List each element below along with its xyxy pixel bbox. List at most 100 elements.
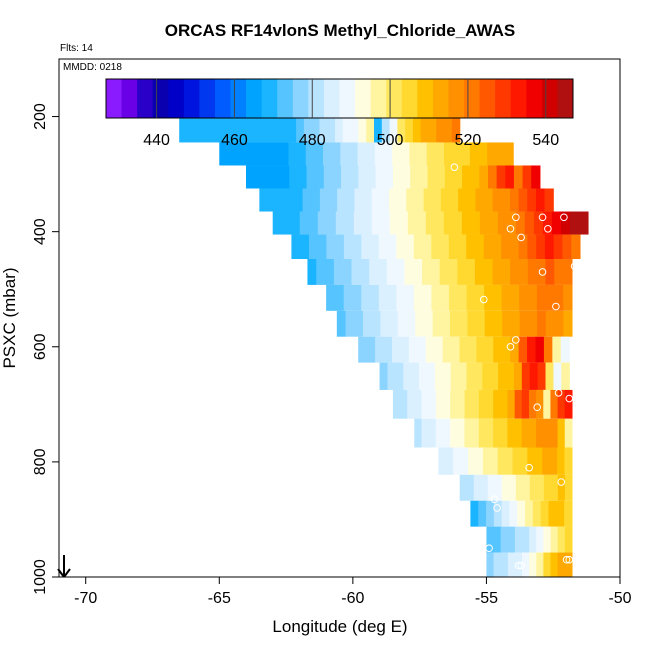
colorbar-tick-label: 520 (455, 132, 482, 149)
heatmap-cell (450, 389, 458, 419)
y-axis-label: PSXC (mbar) (0, 267, 19, 368)
heatmap-cell (414, 389, 423, 419)
sample-point (565, 555, 574, 564)
heatmap-cell (560, 211, 571, 235)
heatmap-cell (553, 234, 564, 259)
heatmap-cell (543, 389, 552, 419)
heatmap-cell (528, 389, 537, 419)
heatmap-cell (542, 447, 551, 475)
heatmap-cell (317, 211, 328, 235)
heatmap-cell (490, 447, 499, 475)
heatmap-cell (300, 234, 310, 259)
heatmap-cell (357, 142, 367, 166)
heatmap-cell (542, 211, 553, 235)
heatmap-cell (422, 259, 432, 285)
heatmap-cell (396, 284, 406, 311)
heatmap-cell (405, 234, 415, 259)
heatmap-cell (476, 336, 486, 363)
heatmap-cell (306, 165, 316, 189)
heatmap-cell (439, 259, 450, 285)
heatmap-cell (493, 552, 502, 577)
heatmap-cell (522, 474, 531, 501)
heatmap-cell (349, 165, 359, 189)
heatmap-cell (459, 474, 468, 501)
sample-point (517, 561, 525, 570)
x-tick-label: -55 (475, 590, 498, 607)
heatmap-cell (560, 336, 570, 363)
heatmap-cell (470, 165, 480, 189)
heatmap-cell (363, 188, 373, 212)
colorbar-swatch (510, 79, 527, 118)
heatmap-cell (457, 418, 466, 448)
colorbar-tick-label: 460 (221, 132, 248, 149)
heatmap-cell (502, 310, 512, 337)
heatmap-cell (336, 310, 347, 337)
heatmap-cell (501, 336, 511, 363)
heatmap-cell (317, 234, 327, 259)
heatmap-cell (467, 310, 477, 337)
heatmap-cell (397, 117, 406, 143)
heatmap-cell (351, 259, 361, 285)
heatmap-cell (342, 259, 353, 285)
heatmap-cell (366, 117, 375, 143)
heatmap-cell (419, 362, 428, 390)
heatmap-cell (432, 310, 442, 337)
heatmap-cell (331, 142, 341, 166)
colorbar-tick-label: 540 (532, 132, 559, 149)
heatmap-cell (428, 418, 437, 448)
heatmap-cell (513, 165, 524, 189)
heatmap-cell (314, 142, 324, 166)
heatmap-cell (475, 284, 485, 311)
colorbar-swatch (199, 79, 216, 118)
heatmap-cell (501, 474, 510, 501)
heatmap-cell (464, 389, 473, 419)
heatmap-cell (288, 142, 298, 166)
heatmap-cell (290, 211, 301, 235)
heatmap-cell (413, 234, 424, 259)
heatmap-cell (405, 284, 415, 311)
heatmap-cell (362, 310, 373, 337)
heatmap-cell (504, 142, 514, 166)
heatmap-cell (466, 474, 475, 501)
heatmap-cell (556, 500, 565, 527)
heatmap-cell (554, 284, 564, 311)
heatmap-cell (535, 188, 546, 212)
heatmap-cell (522, 526, 530, 553)
heatmap-cell (564, 526, 573, 553)
heatmap-cell (384, 165, 394, 189)
heatmap-cell (450, 310, 460, 337)
heatmap-cell (280, 165, 290, 189)
heatmap-cell (272, 211, 283, 235)
heatmap-cell (551, 211, 562, 235)
heatmap-cell (524, 211, 535, 235)
heatmap-cell (449, 284, 459, 311)
heatmap-cell (377, 259, 388, 285)
heatmap-cell (340, 142, 350, 166)
heatmap-cell (263, 165, 273, 189)
heatmap-cell (462, 165, 472, 189)
heatmap-cell (308, 211, 319, 235)
heatmap-cell (544, 188, 554, 212)
heatmap-cell (436, 165, 446, 189)
heatmap-cell (563, 284, 573, 311)
heatmap-cell (476, 310, 486, 337)
heatmap-cell (492, 259, 502, 285)
heatmap-cell (557, 447, 566, 475)
heatmap-cell (474, 259, 485, 285)
heatmap-cell (392, 389, 401, 419)
heatmap-cell (254, 165, 264, 189)
heatmap-cell (328, 188, 338, 212)
heatmap-cell (354, 188, 364, 212)
colorbar-swatch (152, 79, 169, 118)
heatmap-cell (543, 336, 553, 363)
sample-point (493, 504, 501, 512)
heatmap-cell (401, 165, 411, 189)
heatmap-cell (510, 259, 520, 285)
colorbar-swatch (448, 79, 465, 118)
heatmap-cell (374, 117, 383, 143)
sample-point (557, 478, 566, 486)
heatmap-cell (440, 188, 451, 212)
x-axis-label: Longitude (deg E) (272, 617, 407, 636)
heatmap-cell (488, 165, 498, 189)
heatmap-cell (276, 188, 286, 212)
